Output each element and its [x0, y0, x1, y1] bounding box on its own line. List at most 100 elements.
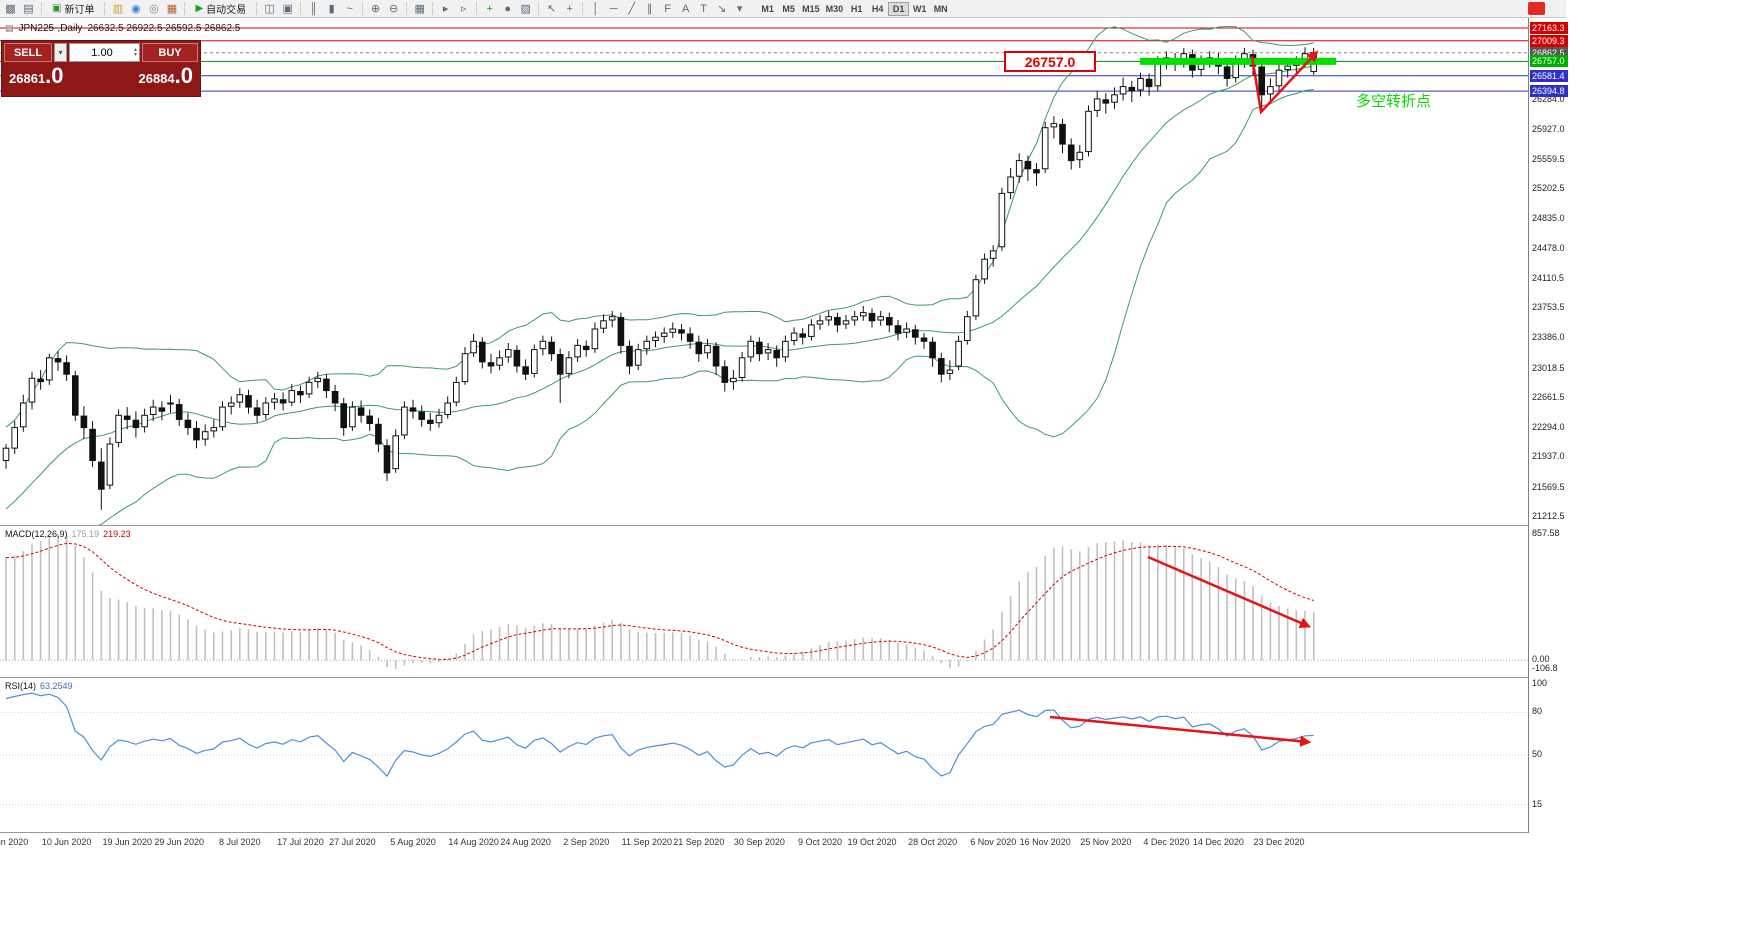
date-label: 29 Jun 2020 [154, 837, 204, 847]
timeframe-m1[interactable]: M1 [761, 3, 774, 14]
volume-down-icon[interactable]: ▾ [133, 51, 137, 58]
symbol-name: JPN225-,Daily [18, 23, 83, 34]
volume-up-icon[interactable]: ▴ [133, 46, 137, 53]
toolbar-separator [41, 2, 42, 15]
ohlc-values: 26632.5 26922.5 26592.5 26862.5 [87, 23, 241, 34]
price-axis[interactable]: 26284.0 25927.0 25559.5 25202.5 24835.0 24478… [1528, 18, 1568, 852]
cursor-icon[interactable]: ↖ [547, 3, 557, 15]
timeframe-m30[interactable]: M30 [825, 3, 844, 14]
axis-tick-label: 15 [1532, 798, 1543, 809]
channel-icon[interactable]: ∥ [646, 3, 653, 15]
chart-shift-icon[interactable]: ▹ [460, 3, 467, 15]
date-label: 6 Nov 2020 [970, 837, 1017, 847]
price-axis-badge: 26581.4 [1530, 69, 1568, 82]
timeframe-w1[interactable]: W1 [912, 3, 927, 14]
macd-panel[interactable] [0, 526, 1528, 677]
auto-trading-button-icon: ▶ [195, 3, 204, 14]
main-chart[interactable] [0, 18, 1528, 525]
axis-tick-label: 23753.5 [1532, 302, 1565, 313]
trendline-icon[interactable]: ╱ [628, 3, 635, 15]
price-axis-badge: 27163.3 [1530, 22, 1568, 34]
templates-icon[interactable]: ▨ [520, 3, 531, 15]
date-label: 19 Jun 2020 [102, 837, 153, 847]
axis-tick-label: 22661.5 [1532, 391, 1565, 402]
axis-tick-label: 21212.5 [1532, 510, 1565, 521]
rsi-header: RSI(14) 63.2549 [5, 681, 73, 691]
toolbar-icon-groups: ▩ ▤ ▣ 新订单 ▥ ◉ ◎ ▦ ▶ 自动交易 ◫ ▣ ║ ▮ ~ ⊕ ⊖ ▦ ▸ ▹ + ● ▨ ↖ + │ ─ ╱ ∥ F A T ↘ ▾ [2, 1, 748, 16]
date-label: 9 Oct 2020 [798, 837, 843, 847]
candlestick-icon[interactable]: ▮ [328, 3, 335, 15]
date-label: 21 Sep 2020 [673, 837, 725, 847]
volume-input[interactable] [70, 46, 134, 59]
bar-chart-icon[interactable]: ║ [309, 2, 318, 15]
arrow-tools-icon[interactable]: ↘ [717, 3, 727, 15]
timeframe-d1[interactable]: D1 [888, 1, 910, 16]
date-label: 14 Dec 2020 [1192, 837, 1244, 847]
timeframe-h4[interactable]: H4 [871, 3, 884, 14]
new-order-button[interactable]: ▣ 新订单 [46, 1, 100, 16]
volume-field: ▴ ▾ [69, 43, 140, 62]
timeframe-h1[interactable]: H1 [850, 3, 863, 14]
axis-tick-label: 24478.0 [1532, 242, 1565, 253]
toolbar-separator [256, 2, 258, 15]
volume-dropdown-button[interactable]: ▾ [54, 43, 67, 62]
new-chart-icon[interactable]: ▩ [5, 3, 16, 15]
date-label: 28 Oct 2020 [908, 837, 958, 847]
fibonacci-icon[interactable]: F [664, 2, 672, 15]
timeframe-mn[interactable]: MN [933, 3, 948, 14]
sell-button[interactable]: SELL [4, 43, 52, 62]
date-label: 24 Aug 2020 [500, 837, 551, 847]
panel-divider-macd[interactable] [0, 525, 1566, 526]
timeframe-m15[interactable]: M15 [802, 3, 820, 14]
zoom-out-icon[interactable]: ⊖ [389, 3, 399, 15]
line-chart-icon[interactable]: ~ [346, 2, 353, 15]
zoom-in-icon[interactable]: ⊕ [371, 3, 381, 15]
toolbar-separator [476, 2, 478, 15]
time-axis-divider [0, 832, 1566, 833]
strategy-tester-icon[interactable]: ▦ [166, 3, 178, 15]
axis-tick-label: 80 [1532, 706, 1543, 717]
profiles-icon[interactable]: ▤ [23, 3, 34, 15]
panel-divider-rsi[interactable] [0, 677, 1566, 678]
macd-main-value: 175.19 [71, 529, 100, 539]
data-window-icon[interactable]: ◉ [131, 3, 141, 15]
horizontal-line-icon[interactable]: ─ [609, 2, 618, 15]
buy-button[interactable]: BUY [142, 43, 198, 62]
text-icon[interactable]: A [681, 2, 690, 15]
grid-icon[interactable]: ▦ [414, 3, 425, 15]
toolbar-separator [300, 2, 302, 15]
date-label: 10 Jun 2020 [41, 837, 92, 847]
volume-stepper[interactable]: ▴ ▾ [133, 46, 139, 58]
auto-trading-button[interactable]: ▶ 自动交易 [189, 1, 252, 16]
crosshair-icon[interactable]: + [566, 2, 573, 15]
axis-tick-label: 23386.0 [1532, 332, 1565, 343]
market-watch-icon[interactable]: ▥ [112, 3, 124, 15]
rsi-panel[interactable] [0, 678, 1528, 832]
toolbar-separator [432, 2, 434, 15]
axis-tick-label: 25202.5 [1532, 183, 1565, 194]
axis-tick-label: 857.58 [1532, 528, 1560, 538]
arrows-dropdown-icon[interactable]: ▾ [736, 3, 743, 15]
tile-windows-icon[interactable]: ◫ [264, 3, 275, 15]
toolbar-separator [406, 2, 408, 15]
date-label: 14 Aug 2020 [448, 837, 499, 847]
price-axis-badge: 27009.3 [1530, 34, 1568, 47]
vertical-line-icon[interactable]: │ [592, 2, 600, 15]
alert-icon[interactable] [1528, 2, 1545, 15]
axis-tick-label: 26284.0 [1532, 94, 1565, 105]
periods-icon[interactable]: ● [504, 2, 511, 15]
axis-tick-label: 22294.0 [1532, 422, 1565, 433]
key-level-price-label[interactable]: 26757.0 [1004, 51, 1096, 72]
axis-tick-label: 50 [1532, 749, 1543, 759]
macd-header: MACD(12,26,9) 175.19 219.23 [5, 529, 131, 539]
date-label: 2 Sep 2020 [563, 837, 610, 847]
label-icon[interactable]: T [700, 2, 708, 15]
indicators-icon[interactable]: + [486, 2, 493, 15]
auto-scroll-icon[interactable]: ▸ [442, 3, 449, 15]
navigator-icon[interactable]: ◎ [149, 3, 159, 15]
new-window-icon[interactable]: ▣ [282, 3, 293, 15]
timeframe-m5[interactable]: M5 [782, 3, 795, 14]
date-label: 16 Nov 2020 [1019, 837, 1071, 847]
toolbar-separator [582, 2, 584, 15]
